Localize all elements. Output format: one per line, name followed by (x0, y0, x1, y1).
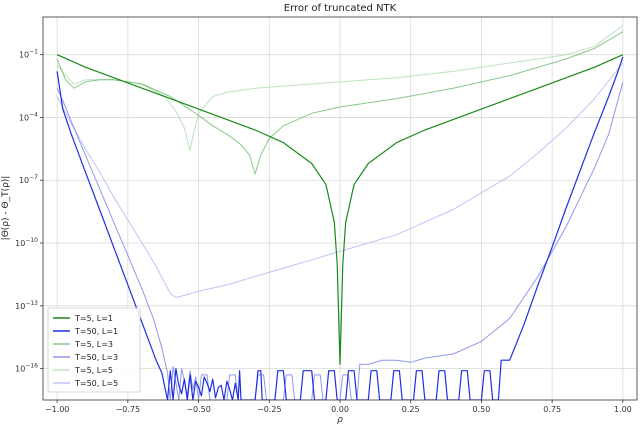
x-axis-ticks: −1.00 −0.75 −0.50 −0.25 0.00 0.25 0.50 0.75 1.00 (45, 400, 632, 414)
y-tick-label: 10−4 (19, 111, 38, 122)
series-line-2 (56, 31, 624, 175)
x-tick-label: −0.50 (186, 405, 211, 414)
legend-label: T=50, L=5 (74, 379, 118, 388)
x-tick-label: 0.00 (331, 405, 349, 414)
y-tick-label: 10−7 (19, 174, 38, 185)
y-tick-label: 10−16 (15, 363, 38, 374)
legend-label: T=50, L=3 (74, 353, 118, 362)
x-tick-label: −0.25 (257, 405, 282, 414)
y-tick-label: 10−13 (15, 300, 38, 311)
chart-title: Error of truncated NTK (284, 3, 397, 14)
x-tick-label: −0.75 (116, 405, 141, 414)
legend-box (47, 307, 141, 393)
y-tick-label: 10−1 (19, 49, 38, 60)
x-tick-label: 0.50 (473, 405, 491, 414)
legend-label: T=5, L=3 (74, 340, 113, 349)
x-tick-label: −1.00 (45, 405, 70, 414)
y-axis-ticks: 10−1 10−4 10−7 10−10 10−13 10−16 (15, 49, 43, 374)
series-line-5 (56, 62, 624, 298)
x-axis-label: ρ (337, 415, 343, 425)
y-tick-label: 10−10 (15, 237, 38, 248)
legend: T=5, L=1 T=50, L=1 T=5, L=3 T=50, L=3 T=5, L… (47, 307, 141, 393)
legend-label: T=5, L=1 (74, 314, 113, 323)
x-tick-label: 1.00 (614, 405, 632, 414)
series-line-3 (56, 81, 624, 400)
x-tick-label: 0.75 (543, 405, 561, 414)
series-line-1 (56, 56, 624, 400)
y-axis-label: |Θ(ρ) - Θ_T(ρ)| (1, 176, 11, 241)
x-tick-label: 0.25 (402, 405, 420, 414)
series-line-0 (56, 54, 624, 365)
grid-lines (43, 17, 637, 400)
legend-label: T=50, L=1 (74, 327, 118, 336)
legend-label: T=5, L=5 (74, 366, 113, 375)
